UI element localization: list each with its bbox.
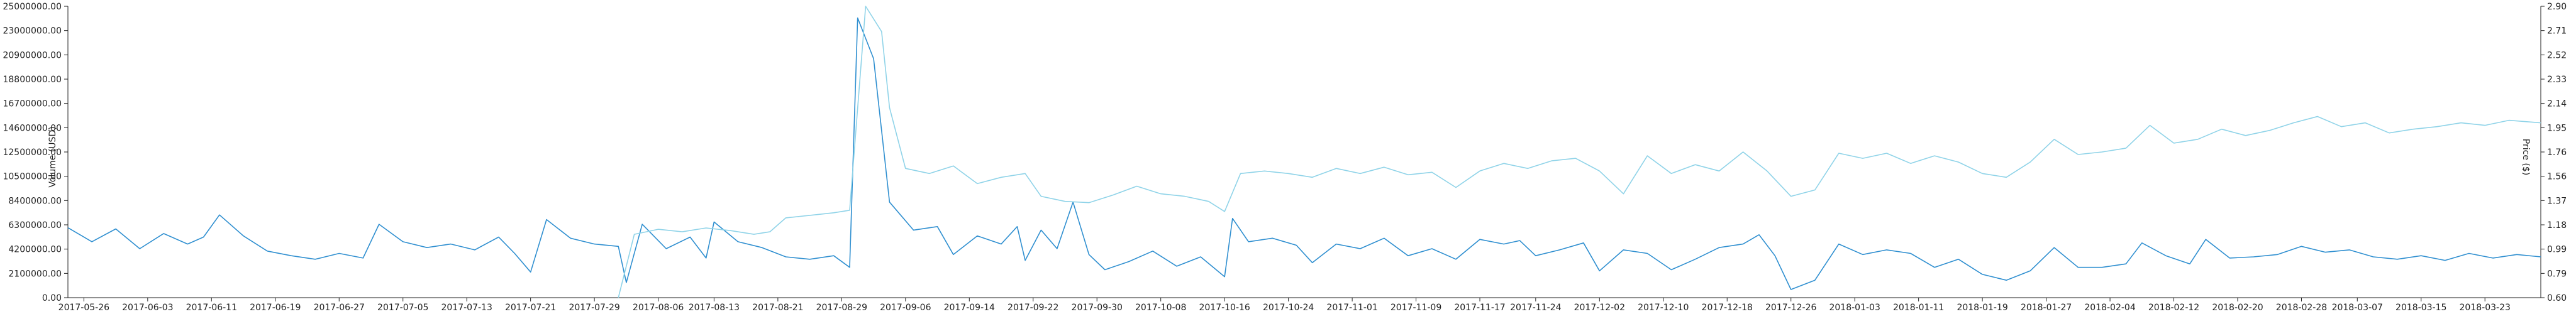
right-axis-title: Price ($) xyxy=(2521,139,2531,175)
right-tick-label: 0.99 xyxy=(2547,245,2567,255)
left-tick-label: 25000000.00 xyxy=(3,2,62,12)
x-tick-label: 2017-08-29 xyxy=(816,303,867,313)
x-axis: 2017-05-26 2017-06-03 2017-06-11 2017-06-19… xyxy=(58,297,2541,313)
x-tick-label: 2017-09-30 xyxy=(1072,303,1123,313)
x-tick-label: 2017-10-08 xyxy=(1135,303,1186,313)
x-tick-label: 2018-01-27 xyxy=(2021,303,2072,313)
x-tick-label: 2018-01-19 xyxy=(1957,303,2007,313)
x-tick-label: 2018-03-07 xyxy=(2332,303,2383,313)
x-tick-label: 2017-11-01 xyxy=(1326,303,1377,313)
left-tick-label: 6300000.00 xyxy=(8,220,62,230)
x-tick-label: 2017-07-05 xyxy=(377,303,428,313)
x-tick-label: 2018-03-23 xyxy=(2460,303,2511,313)
x-tick-label: 2017-08-13 xyxy=(689,303,740,313)
x-tick-label: 2017-11-17 xyxy=(1454,303,1505,313)
x-tick-label: 2017-07-29 xyxy=(569,303,619,313)
x-tick-label: 2017-06-19 xyxy=(250,303,301,313)
x-tick-label: 2018-02-12 xyxy=(2148,303,2199,313)
right-tick-label: 1.95 xyxy=(2547,123,2567,133)
right-tick-label: 1.18 xyxy=(2547,220,2567,230)
x-tick-label: 2017-08-21 xyxy=(752,303,803,313)
x-tick-label: 2017-09-06 xyxy=(880,303,931,313)
series-layer xyxy=(67,6,2541,298)
x-tick-label: 2017-06-11 xyxy=(186,303,237,313)
right-tick-label: 2.90 xyxy=(2547,2,2567,12)
right-tick-label: 2.33 xyxy=(2547,75,2567,85)
right-tick-label: 2.14 xyxy=(2547,99,2567,109)
x-tick-label: 2017-09-22 xyxy=(1008,303,1058,313)
x-tick-label: 2017-12-18 xyxy=(1702,303,1753,313)
x-tick-label: 2017-10-24 xyxy=(1263,303,1314,313)
x-tick-label: 2017-11-24 xyxy=(1510,303,1561,313)
left-tick-label: 20900000.00 xyxy=(3,50,62,60)
left-tick-label: 16700000.00 xyxy=(3,99,62,109)
right-tick-label: 1.37 xyxy=(2547,196,2567,206)
x-tick-label: 2017-11-09 xyxy=(1391,303,1441,313)
x-tick-label: 2017-05-26 xyxy=(58,303,109,313)
x-tick-label: 2018-03-15 xyxy=(2396,303,2446,313)
left-tick-label: 10500000.00 xyxy=(3,172,62,182)
x-tick-label: 2017-08-06 xyxy=(633,303,684,313)
left-tick-label: 18800000.00 xyxy=(3,75,62,85)
right-y-axis: 0.60 0.79 0.99 1.18 1.37 1.56 1.76 1.95 2.14 2.33… xyxy=(2540,2,2567,303)
x-tick-label: 2017-12-02 xyxy=(1574,303,1625,313)
right-tick-label: 2.52 xyxy=(2547,50,2567,60)
x-tick-label: 2017-12-10 xyxy=(1638,303,1689,313)
x-tick-label: 2018-01-03 xyxy=(1829,303,1880,313)
left-tick-label: 23000000.00 xyxy=(3,26,62,36)
left-tick-label: 14600000.00 xyxy=(3,123,62,133)
x-tick-label: 2017-09-14 xyxy=(944,303,995,313)
right-tick-label: 0.60 xyxy=(2547,293,2567,303)
left-tick-label: 2100000.00 xyxy=(8,269,62,279)
x-tick-label: 2018-02-04 xyxy=(2084,303,2135,313)
volume-series-line xyxy=(67,17,2541,290)
x-tick-label: 2017-06-03 xyxy=(122,303,173,313)
x-tick-label: 2017-10-16 xyxy=(1199,303,1250,313)
right-tick-label: 1.76 xyxy=(2547,148,2567,158)
x-tick-label: 2018-01-11 xyxy=(1893,303,1944,313)
x-tick-label: 2017-07-13 xyxy=(441,303,492,313)
left-tick-label: 0.00 xyxy=(42,293,62,303)
right-tick-label: 2.71 xyxy=(2547,26,2567,36)
x-tick-label: 2018-02-20 xyxy=(2212,303,2263,313)
x-tick-label: 2017-07-21 xyxy=(505,303,556,313)
right-tick-label: 0.79 xyxy=(2547,269,2567,279)
x-tick-label: 2017-12-26 xyxy=(1765,303,1816,313)
left-tick-label: 8400000.00 xyxy=(8,196,62,206)
left-tick-label: 4200000.00 xyxy=(8,245,62,255)
x-tick-label: 2018-02-28 xyxy=(2276,303,2327,313)
right-tick-label: 1.56 xyxy=(2547,172,2567,182)
price-series-line xyxy=(618,6,2541,298)
x-tick-label: 2017-06-27 xyxy=(314,303,365,313)
left-tick-label: 12500000.00 xyxy=(3,148,62,158)
left-axis-title: Volume (USD) xyxy=(48,126,58,187)
left-y-axis: 0.00 2100000.00 4200000.00 6300000.00 840000… xyxy=(3,2,69,303)
